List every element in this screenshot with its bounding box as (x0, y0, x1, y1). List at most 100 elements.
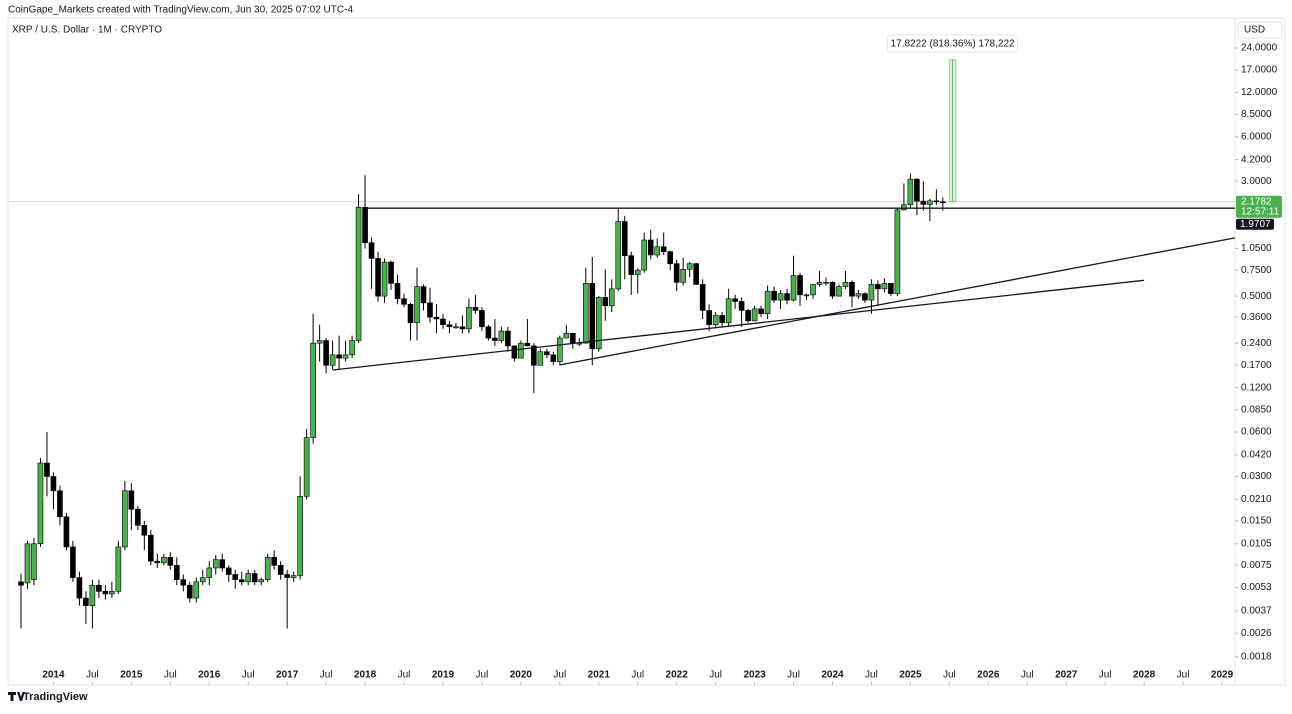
x-tick-label: Jul (709, 670, 722, 681)
candle-body (368, 242, 375, 259)
y-tick-label: 0.0300 (1241, 471, 1272, 482)
y-tick-label: 0.0600 (1241, 427, 1272, 438)
x-tick-label: Jul (86, 670, 99, 681)
x-tick-label: Jul (1177, 670, 1190, 681)
candle-body (641, 239, 648, 271)
candle-body (167, 557, 174, 566)
candle-body (602, 297, 609, 307)
candle-body (524, 342, 531, 347)
candle-body (199, 577, 206, 583)
x-tick-label: 2016 (198, 670, 221, 681)
candle-body (148, 534, 154, 562)
y-tick-label: 6.0000 (1241, 131, 1272, 142)
candle-body (264, 557, 271, 580)
x-tick-label: Jul (164, 670, 177, 681)
x-tick-label: 2018 (354, 670, 377, 681)
candle-body (466, 307, 472, 330)
x-tick-label: Jul (865, 670, 878, 681)
candle-body (206, 567, 213, 578)
candle-body (336, 354, 342, 359)
candle-body (790, 275, 797, 301)
candle-body (342, 354, 349, 359)
y-tick-label: 12.0000 (1241, 87, 1278, 98)
candle-body (595, 297, 602, 350)
candle-body (440, 318, 446, 326)
candle-body (927, 200, 933, 205)
candle-body (154, 560, 161, 564)
x-tick-label: 2029 (1211, 670, 1234, 681)
candle-body (50, 476, 57, 492)
y-tick-label: 0.0053 (1241, 582, 1272, 593)
candle-body (738, 301, 745, 311)
level-label: 1.9707 (1240, 219, 1271, 230)
candle-body (44, 462, 50, 477)
candle-body (472, 307, 479, 311)
candle-body (816, 282, 823, 285)
x-tick-label: Jul (476, 670, 489, 681)
candle-body (394, 283, 401, 300)
candle-body (894, 209, 901, 294)
y-tick-label: 0.1200 (1241, 382, 1272, 393)
x-tick-label: 2020 (510, 670, 533, 681)
candle-body (161, 557, 167, 564)
candle-body (96, 584, 102, 592)
y-tick-label: 0.1700 (1241, 360, 1272, 371)
candle-body (901, 204, 907, 211)
candle-body (180, 579, 187, 586)
candle-body (647, 239, 654, 256)
candle-body (570, 332, 576, 344)
candle-body (544, 351, 550, 356)
candle-body (550, 354, 557, 362)
candle-body (712, 315, 719, 326)
candle-body (63, 516, 70, 548)
candle-body (823, 282, 829, 284)
x-tick-label: Jul (320, 670, 333, 681)
candle-body (76, 577, 83, 599)
x-tick-label: 2026 (977, 670, 1000, 681)
candle-body (751, 308, 758, 322)
candle-body (323, 340, 329, 366)
candle-body (381, 261, 388, 297)
candle-body (258, 579, 264, 583)
y-tick-label: 0.7500 (1241, 265, 1272, 276)
y-tick-label: 0.0105 (1241, 538, 1272, 549)
candle-body (914, 178, 920, 202)
candle-body (251, 573, 258, 583)
candle-body (771, 290, 777, 301)
candle-body (732, 298, 738, 302)
candle-body (453, 326, 459, 329)
candle-body (907, 178, 914, 206)
footer-brand: TradingView (23, 691, 88, 703)
candle-body (355, 206, 362, 341)
y-tick-label: 0.0150 (1241, 516, 1272, 527)
symbol-title: XRP / U.S. Dollar · 1M · CRYPTO (12, 25, 162, 36)
candle-body (693, 263, 699, 285)
last-price-label: 2.1782 (1241, 196, 1272, 207)
candle-body (654, 246, 661, 256)
currency-box (1237, 21, 1283, 39)
y-tick-label: 17.0000 (1241, 65, 1278, 76)
y-tick-label: 0.0037 (1241, 605, 1272, 616)
x-tick-label: 2024 (821, 670, 844, 681)
candle-body (563, 332, 570, 339)
candle-body (849, 282, 855, 297)
candle-body (212, 559, 219, 569)
x-tick-label: 2027 (1055, 670, 1078, 681)
candle-body (83, 597, 89, 606)
candle-body (329, 354, 336, 366)
candle-body (615, 221, 622, 290)
y-tick-label: 0.0075 (1241, 560, 1272, 571)
candle-body (362, 206, 368, 244)
candle-body (810, 284, 816, 296)
candle-body (433, 316, 440, 320)
x-tick-label: Jul (1099, 670, 1112, 681)
x-tick-label: Jul (398, 670, 411, 681)
candle-body (933, 200, 940, 203)
candle-body (621, 221, 628, 256)
candle-body (531, 345, 537, 366)
currency-label: USD (1244, 25, 1265, 36)
candle-body (173, 565, 180, 580)
candle-body (557, 337, 563, 362)
candle-body (277, 565, 284, 575)
candle-body (888, 283, 894, 294)
